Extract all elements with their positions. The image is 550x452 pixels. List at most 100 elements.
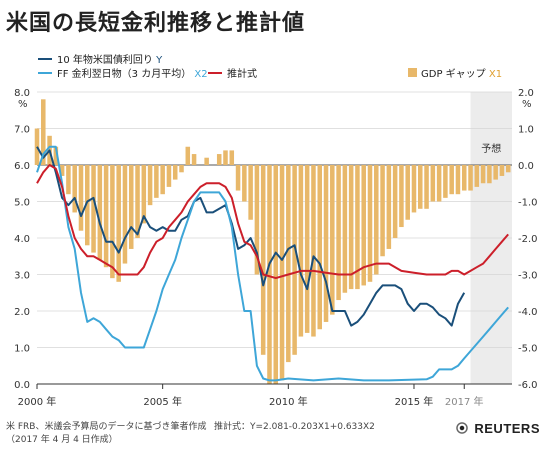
- gdp-gap-bar: [135, 165, 140, 238]
- gdp-gap-bar: [317, 165, 322, 330]
- gdp-gap-bar: [424, 165, 429, 209]
- gdp-gap-bar: [304, 165, 310, 333]
- estimate-line: [36, 164, 509, 280]
- gdp-gap-bar: [254, 165, 260, 275]
- gdp-gap-bar: [34, 128, 40, 165]
- gdp-gap-bar: [474, 165, 480, 187]
- gdp-gap-bar: [172, 165, 178, 180]
- gdp-gap-bar: [273, 165, 279, 384]
- gdp-gap-bar: [436, 165, 442, 202]
- gdp-gap-bar: [128, 165, 134, 249]
- gdp-gap-bar: [449, 165, 454, 195]
- gdp-gap-bar: [166, 165, 172, 187]
- gdp-gap-bar: [286, 165, 291, 363]
- y-right-tick-label: -5.0: [518, 344, 538, 355]
- gdp-gap-bar: [480, 165, 486, 184]
- gdp-gap-bar: [122, 165, 128, 264]
- legend-swatch: [408, 68, 417, 77]
- gdp-gap-bar: [311, 165, 316, 337]
- gdp-gap-bar: [374, 165, 379, 275]
- gdp-gap-bar: [91, 165, 96, 253]
- gdp-gap-bar: [418, 165, 423, 209]
- gdp-gap-bar: [392, 165, 398, 238]
- gdp-gap-bar: [216, 154, 222, 165]
- gdp-gap-bar: [204, 157, 209, 165]
- x-tick-label: 2000 年: [18, 395, 57, 408]
- gdp-gap-bar: [443, 165, 448, 198]
- gdp-gap-bar: [336, 165, 341, 301]
- y-left-tick-label: 5.0: [14, 198, 30, 209]
- legend-suffix: X2: [194, 69, 207, 80]
- gdp-gap-bar: [330, 165, 335, 315]
- gdp-gap-bar: [461, 165, 467, 191]
- gdp-gap-bar: [493, 165, 498, 180]
- x-tick-label: 2005 年: [143, 395, 182, 408]
- gdp-gap-bar: [248, 165, 253, 220]
- gdp-gap-bar: [430, 165, 436, 202]
- legend-label: GDP ギャップ X1: [421, 68, 502, 80]
- gdp-gap-bar: [85, 165, 90, 246]
- gdp-gap-bar: [380, 165, 385, 257]
- gdp-gap-bar: [185, 146, 191, 165]
- gdp-gap-bar: [298, 165, 304, 337]
- gdp-gap-bar: [160, 165, 165, 195]
- gdp-gap-bar: [41, 99, 46, 165]
- legend-label: 推計式: [227, 67, 257, 80]
- gdp-gap-bar: [154, 165, 159, 198]
- gdp-gap-bar: [223, 150, 228, 165]
- gdp-gap-bar: [499, 165, 505, 176]
- gdp-gap-bar: [141, 165, 147, 224]
- gdp-gap-bar: [78, 165, 84, 231]
- gdp-gap-bar: [53, 146, 59, 165]
- x-tick-label: 2010 年: [269, 395, 308, 408]
- gdp-gap-bar: [229, 150, 235, 165]
- gdp-gap-bar: [411, 165, 417, 213]
- reuters-logo-icon: [455, 421, 470, 435]
- gdp-gap-bar: [235, 165, 241, 191]
- y-left-tick-label: 3.0: [14, 271, 30, 282]
- gdp-gap-bar: [505, 165, 511, 173]
- y-right-tick-label: -1.0: [518, 198, 538, 209]
- date-note: （2017 年 4 月 4 日作成）: [6, 435, 118, 445]
- y-right-tick-label: -2.0: [518, 234, 538, 245]
- gdp-gap-bar: [323, 165, 329, 322]
- gdp-gap-bar: [260, 165, 266, 355]
- y-left-tick-label: 4.0: [14, 234, 30, 245]
- legend-suffix: Y: [155, 55, 163, 66]
- y-right-tick-label: -4.0: [518, 307, 538, 318]
- y-right-tick-label: 0.0: [518, 161, 534, 172]
- gdp-gap-bar: [116, 165, 121, 282]
- ten-year-yield-line: [36, 146, 466, 327]
- gdp-gap-bar: [361, 165, 366, 286]
- gdp-gap-bar: [367, 165, 373, 282]
- gdp-gap-bar: [97, 165, 103, 260]
- gdp-gap-bar: [242, 165, 247, 202]
- y-left-unit: %: [18, 99, 28, 110]
- legend-label: 10 年物米国債利回り Y: [57, 53, 163, 66]
- gdp-gap-bar: [405, 165, 410, 220]
- gdp-gap-bar: [355, 165, 360, 290]
- gdp-gap-bar: [468, 165, 473, 191]
- gdp-gap-bar: [267, 165, 272, 384]
- legend-label: FF 金利翌日物（3 カ月平均） X2: [57, 67, 208, 80]
- x-tick-label: 2017 年: [445, 395, 484, 408]
- brand-logo: REUTERS: [455, 421, 540, 436]
- y-left-tick-label: 2.0: [14, 307, 30, 318]
- x-tick-label: 2015 年: [395, 395, 434, 408]
- formula-note: 推計式：Y=2.081-0.203X1+0.633X2: [214, 422, 375, 432]
- gdp-gap-bar: [66, 165, 71, 195]
- source-note: 米 FRB、米議会予算局のデータに基づき筆者作成: [6, 422, 207, 432]
- gdp-gap-bar: [292, 165, 297, 355]
- y-left-tick-label: 8.0: [14, 88, 30, 99]
- gdp-gap-bar: [103, 165, 109, 268]
- y-right-tick-label: 1.0: [518, 125, 534, 136]
- gdp-gap-bar: [487, 165, 492, 184]
- gdp-gap-bar: [348, 165, 354, 290]
- y-right-unit: %: [522, 99, 532, 110]
- y-left-tick-label: 1.0: [14, 344, 30, 355]
- gdp-gap-bar: [455, 165, 461, 195]
- forecast-label: 予想: [481, 142, 501, 155]
- y-right-tick-label: 2.0: [518, 88, 534, 99]
- gdp-gap-bar: [72, 165, 77, 213]
